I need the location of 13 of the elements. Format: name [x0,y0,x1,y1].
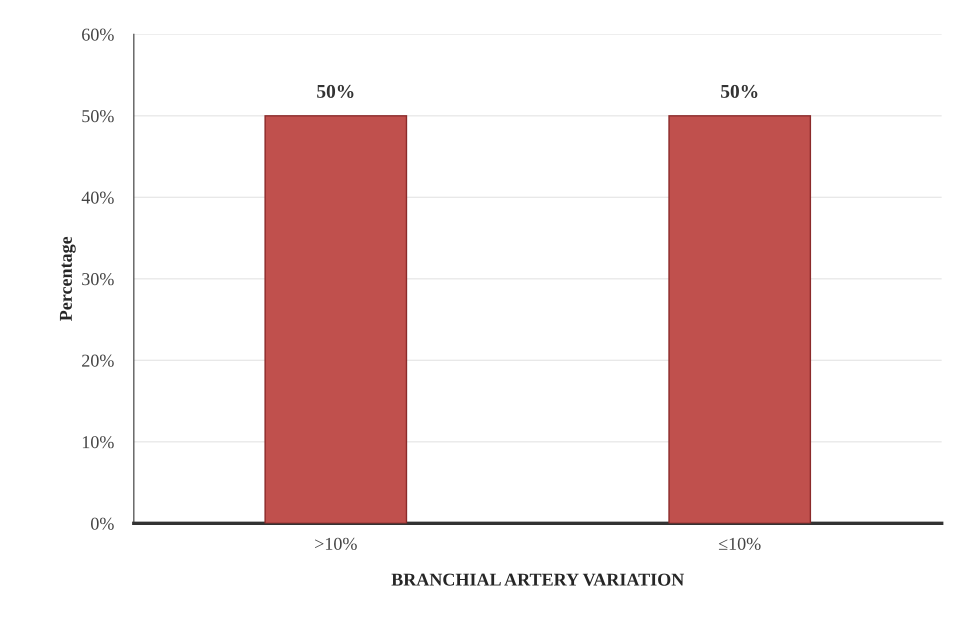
y-axis-title: Percentage [60,236,76,321]
y-tick-label: 20% [82,354,114,367]
y-tick-label: 10% [82,436,114,448]
x-tick-label: >10% [315,538,357,550]
data-label: 50% [317,84,354,98]
y-tick-label: 50% [82,110,114,122]
x-tick-label: ≤10% [718,538,761,550]
y-tick-label: 30% [82,273,114,286]
y-tick-label: 40% [82,192,114,204]
data-label: 50% [721,84,758,98]
y-tick-label: 0% [91,518,114,530]
y-tick-label: 60% [82,28,114,41]
x-axis-title: BRANCHIAL ARTERY VARIATION [392,574,684,586]
